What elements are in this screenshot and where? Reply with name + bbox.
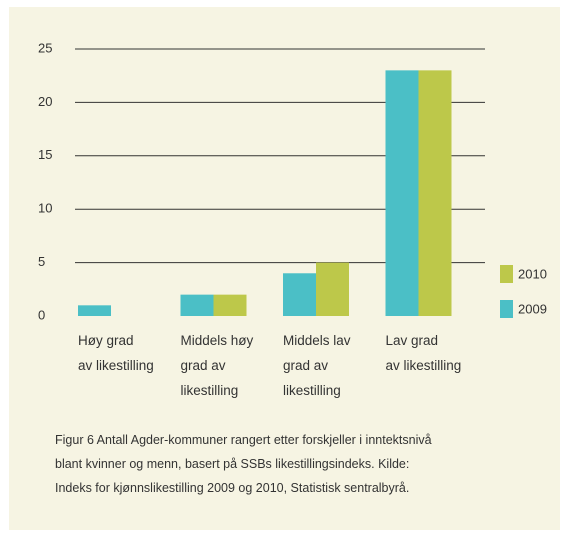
y-tick-label: 5 — [38, 254, 45, 269]
bar — [316, 262, 349, 316]
bar — [180, 294, 214, 316]
y-tick-label: 20 — [38, 94, 52, 109]
bar — [78, 305, 111, 316]
bar — [213, 294, 247, 316]
bar — [385, 70, 419, 316]
caption: Figur 6 Antall Agder-kommuner rangert et… — [55, 433, 432, 495]
y-tick-label: 25 — [38, 40, 52, 55]
bar — [418, 70, 452, 316]
x-tick-label: Lav grad av likestilling — [385, 333, 462, 373]
x-tick-label: Høy grad av likestilling — [78, 333, 154, 373]
bar — [283, 273, 316, 316]
legend-swatch — [500, 300, 513, 318]
y-tick-label: 10 — [38, 201, 52, 216]
x-tick-label: Middels lav grad av likestilling — [283, 333, 351, 398]
y-tick-label: 0 — [38, 307, 45, 322]
legend-swatch — [500, 265, 513, 283]
panel — [9, 7, 560, 530]
legend-label: 2010 — [518, 266, 547, 281]
legend-label: 2009 — [518, 301, 547, 316]
x-tick-label: Middels høy grad av likestilling — [180, 333, 254, 398]
y-tick-label: 15 — [38, 147, 52, 162]
